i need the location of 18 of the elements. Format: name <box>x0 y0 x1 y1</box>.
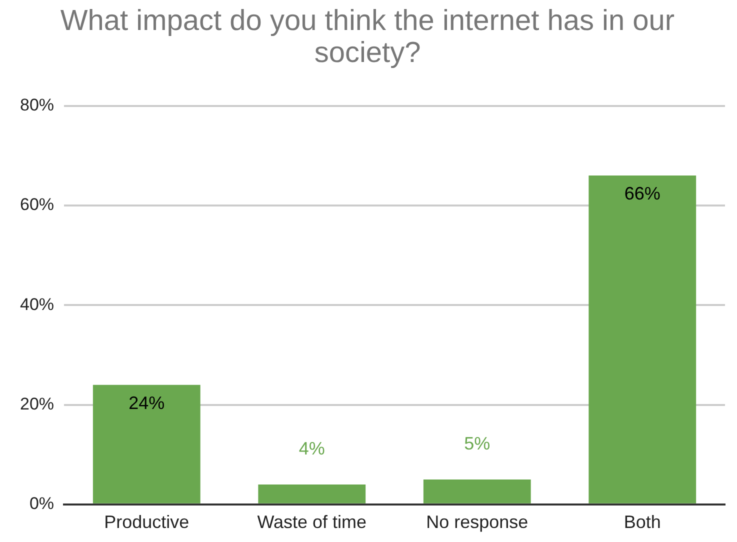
bar <box>588 176 696 504</box>
bar <box>423 479 531 504</box>
x-tick-label: Both <box>624 512 661 532</box>
y-tick-label: 80% <box>20 95 54 114</box>
data-label: 4% <box>298 438 325 458</box>
y-tick-label: 0% <box>29 494 54 514</box>
bar <box>258 484 366 504</box>
y-tick-label: 40% <box>20 294 54 314</box>
x-tick-label: No response <box>426 512 528 532</box>
data-label: 66% <box>624 184 660 204</box>
y-tick-label: 20% <box>20 394 54 414</box>
x-tick-label: Waste of time <box>257 512 367 532</box>
bar <box>92 384 200 504</box>
chart-title: What impact do you think the internet has in our society? <box>60 4 675 69</box>
data-label: 5% <box>464 433 490 454</box>
data-label: 24% <box>128 392 165 413</box>
x-tick-label: Productive <box>104 512 190 532</box>
y-tick-label: 60% <box>20 195 54 214</box>
